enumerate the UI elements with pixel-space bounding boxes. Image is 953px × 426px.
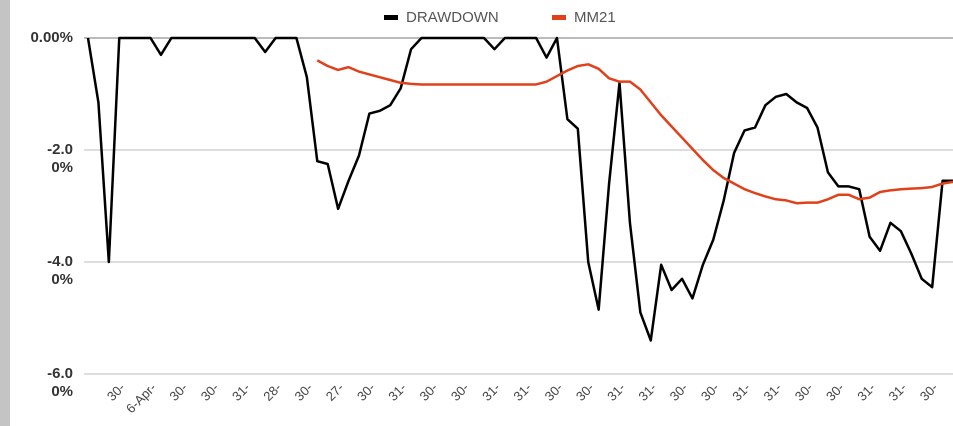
line-series xyxy=(86,36,953,342)
x-tick-label: 31- xyxy=(479,380,503,404)
y-tick-label: -6.00% xyxy=(47,365,73,400)
x-tick-label: 31- xyxy=(229,380,253,404)
y-tick-label: -4.00% xyxy=(47,253,73,288)
x-tick-label: 6-Apr- xyxy=(123,380,159,416)
legend-label: DRAWDOWN xyxy=(406,9,499,26)
x-tick-label: 30- xyxy=(792,380,816,404)
y-tick-label: -2.00% xyxy=(47,141,73,176)
x-tick-label: 31- xyxy=(854,380,878,404)
y-tick-label: 0.00% xyxy=(30,29,73,46)
x-tick-label: 31- xyxy=(635,380,659,404)
x-tick-label: 30- xyxy=(667,380,691,404)
x-tick-label: 30- xyxy=(917,380,941,404)
line-series xyxy=(316,59,953,205)
x-tick-label: 30- xyxy=(104,380,128,404)
x-tick-label: 30- xyxy=(292,380,316,404)
legend-label: MM21 xyxy=(574,9,616,26)
x-tick-label: 30- xyxy=(198,380,222,404)
x-tick-label: 30- xyxy=(448,380,472,404)
legend-marker xyxy=(384,15,398,20)
x-tick-label: 31- xyxy=(385,380,409,404)
x-tick-label: 30- xyxy=(354,380,378,404)
legend-marker xyxy=(552,15,566,20)
x-tick-label: 30- xyxy=(823,380,847,404)
x-tick-label: 30- xyxy=(417,380,441,404)
x-tick-label: 31- xyxy=(760,380,784,404)
x-tick-label: 30- xyxy=(698,380,722,404)
x-tick-label: 31- xyxy=(886,380,910,404)
x-tick-label: 31- xyxy=(604,380,628,404)
x-tick-label: 27- xyxy=(323,380,347,404)
side-strip xyxy=(0,0,10,426)
x-tick-label: 31- xyxy=(510,380,534,404)
x-tick-label: 30- xyxy=(166,380,190,404)
x-tick-label: 30- xyxy=(542,380,566,404)
x-tick-label: 31- xyxy=(729,380,753,404)
x-tick-label: 28- xyxy=(260,380,284,404)
x-tick-label: 30- xyxy=(573,380,597,404)
